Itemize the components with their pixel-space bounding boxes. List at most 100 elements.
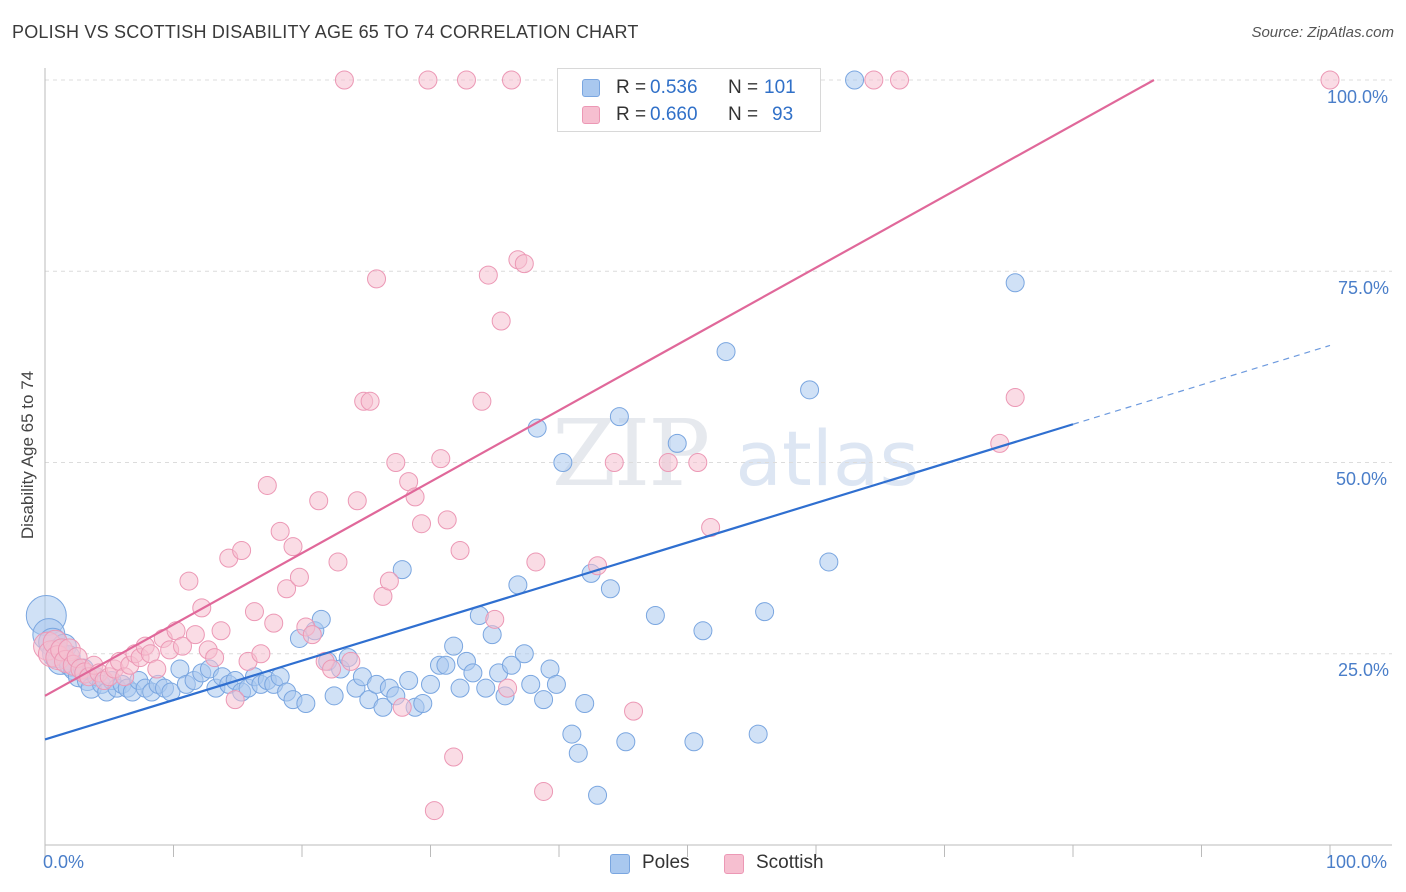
scottish-point-52	[328, 552, 348, 572]
y-tick-label-75: 75.0%	[1338, 278, 1390, 298]
scottish-point-44	[277, 579, 297, 599]
scottish-point-85	[624, 701, 644, 721]
legend-item-scottish[interactable]: Scottish	[724, 852, 864, 878]
scottish-point-40	[251, 644, 271, 664]
scottish-point-74	[478, 265, 498, 285]
poles-point-48	[311, 609, 331, 629]
scottish-point-45	[283, 537, 303, 557]
scottish-point-71	[450, 540, 470, 560]
scottish-point-28	[172, 636, 192, 656]
poles-point-96	[693, 621, 713, 641]
poles-point-50	[324, 686, 344, 706]
watermark-atlas: atlas	[735, 414, 920, 503]
scottish-point-69	[437, 510, 457, 530]
legend-item-poles[interactable]: Poles	[610, 852, 750, 878]
poles-legend-label: Poles	[642, 852, 690, 873]
poles-point-103	[845, 70, 865, 90]
poles-point-94	[667, 433, 687, 453]
scottish-point-68	[431, 449, 451, 469]
scottish-n-value: 93	[772, 104, 794, 125]
y-tick-label-100: 100.0%	[1327, 87, 1389, 107]
scottish-point-77	[498, 678, 518, 698]
scottish-point-55	[347, 491, 367, 511]
poles-point-102	[819, 552, 839, 572]
poles-point-83	[546, 674, 566, 694]
scottish-point-76	[491, 311, 511, 331]
poles-point-61	[399, 671, 419, 691]
scottish-point-90	[864, 70, 884, 90]
poles-point-85	[562, 724, 582, 744]
scottish-point-43	[270, 521, 290, 541]
poles-point-66	[436, 655, 456, 675]
poles-point-93	[645, 606, 665, 625]
scottish-n-label: N =	[728, 104, 759, 125]
scottish-point-30	[185, 625, 205, 645]
poles-swatch	[582, 79, 600, 97]
poles-point-92	[616, 732, 636, 752]
y-tick-label-25: 25.0%	[1338, 660, 1390, 680]
poles-point-57	[373, 697, 393, 717]
poles-point-84	[553, 453, 573, 472]
poles-r-label: R =	[616, 77, 647, 98]
scottish-point-41	[257, 475, 277, 495]
poles-point-64	[421, 674, 440, 694]
scottish-point-87	[688, 453, 708, 472]
poles-point-68	[450, 678, 470, 698]
scottish-point-78	[501, 70, 521, 90]
scottish-point-80	[514, 254, 534, 274]
scottish-point-84	[604, 453, 624, 472]
scottish-point-58	[367, 269, 387, 289]
scottish-point-75	[485, 609, 505, 629]
poles-point-99	[755, 602, 775, 622]
scottish-legend-label: Scottish	[756, 852, 824, 873]
poles-point-76	[501, 655, 521, 675]
scottish-point-42	[264, 613, 284, 633]
poles-point-89	[588, 785, 608, 805]
scottish-point-62	[392, 697, 412, 717]
poles-point-86	[568, 743, 588, 763]
scottish-point-70	[444, 747, 464, 767]
legend-row-poles: R = 0.536 N = 101	[558, 75, 820, 101]
scottish-point-46	[289, 567, 309, 587]
scottish-point-72	[456, 70, 476, 90]
scottish-point-66	[418, 70, 438, 90]
poles-n-label: N =	[728, 77, 759, 98]
poles-point-87	[575, 693, 595, 713]
scottish-point-37	[232, 540, 252, 560]
scottish-point-86	[658, 453, 678, 472]
poles-trend-line	[44, 423, 1074, 741]
legend-row-scottish: R = 0.660 N = 93	[558, 102, 820, 128]
poles-point-101	[800, 380, 820, 400]
scottish-point-33	[205, 648, 225, 668]
scottish-point-60	[379, 571, 399, 591]
poles-point-79	[521, 674, 541, 694]
source-credit: Source: ZipAtlas.com	[1251, 24, 1394, 41]
scottish-point-48	[302, 625, 322, 645]
scottish-point-53	[334, 70, 354, 90]
poles-point-104	[1005, 273, 1025, 293]
x-tick-label-min: 0.0%	[43, 852, 85, 872]
poles-point-72	[476, 678, 496, 698]
scottish-point-91	[890, 70, 910, 90]
scottish-trend-line	[44, 79, 1155, 697]
poles-point-78	[514, 644, 534, 664]
scottish-point-61	[386, 453, 406, 472]
scottish-point-49	[309, 491, 329, 511]
poles-point-95	[684, 732, 704, 752]
scottish-point-82	[534, 781, 554, 801]
watermark-zip: ZIP	[552, 400, 710, 507]
correlation-legend: R = 0.536 N = 101 R = 0.660 N = 93	[557, 68, 821, 132]
poles-point-67	[444, 636, 464, 656]
poles-point-81	[534, 690, 554, 710]
scottish-point-73	[472, 391, 492, 411]
scottish-point-39	[244, 602, 264, 622]
scottish-point-93	[1005, 387, 1025, 407]
watermark: ZIP atlas	[552, 400, 919, 507]
poles-point-90	[600, 579, 620, 599]
poles-point-63	[413, 693, 433, 713]
poles-legend-swatch	[610, 854, 630, 874]
poles-point-60	[392, 560, 412, 580]
scottish-point-36	[225, 690, 245, 710]
scottish-point-65	[412, 514, 432, 534]
scottish-swatch	[582, 106, 600, 124]
